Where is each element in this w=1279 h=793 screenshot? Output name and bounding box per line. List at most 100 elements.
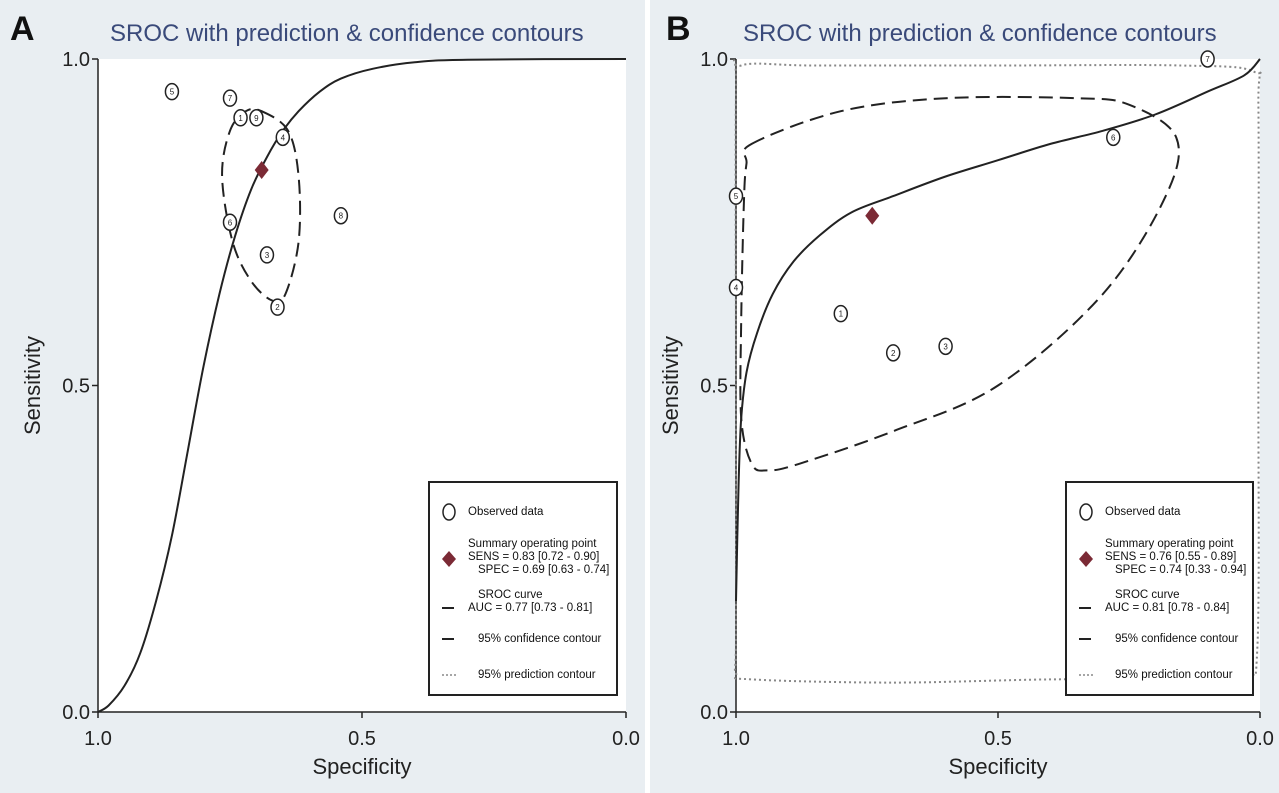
study-marker xyxy=(1200,50,1215,68)
legend-spec: SPEC = 0.69 [0.63 - 0.74] xyxy=(478,564,610,576)
y-tick-label: 0.0 xyxy=(700,702,728,724)
y-tick-label: 0.5 xyxy=(62,376,90,398)
study-marker xyxy=(1106,128,1121,147)
confidence-contour xyxy=(739,95,1180,472)
study-point: 6 xyxy=(1106,128,1121,147)
study-marker xyxy=(270,298,285,316)
x-tick-label: 0.5 xyxy=(984,728,1012,750)
study-point: 2 xyxy=(270,298,285,316)
summary-point xyxy=(254,161,269,180)
y-tick-label: 1.0 xyxy=(62,49,90,71)
study-marker xyxy=(259,246,275,264)
x-tick-label: 0.0 xyxy=(1246,728,1274,750)
legend-sroc-title: SROC curve xyxy=(1115,589,1180,601)
study-point: 1 xyxy=(233,109,248,127)
observed-icon xyxy=(442,503,456,521)
study-label: 1 xyxy=(238,114,243,123)
study-point: 4 xyxy=(728,278,744,297)
study-point: 6 xyxy=(222,213,238,231)
study-point: 4 xyxy=(275,128,291,147)
x-tick-label: 1.0 xyxy=(722,728,750,750)
study-marker xyxy=(222,89,238,107)
panel-letter: B xyxy=(666,10,691,48)
dotted-line-icon xyxy=(442,674,456,676)
study-label: 7 xyxy=(1205,55,1210,64)
study-point: 3 xyxy=(938,337,953,356)
study-label: 4 xyxy=(281,133,286,142)
study-label: 1 xyxy=(839,310,844,319)
study-label: 5 xyxy=(170,88,175,97)
study-marker xyxy=(164,82,180,101)
dotted-line-icon xyxy=(1079,674,1093,676)
study-point: 3 xyxy=(259,246,275,264)
x-tick-label: 0.0 xyxy=(612,728,640,750)
study-label: 3 xyxy=(265,251,270,260)
x-axis-label: Specificity xyxy=(948,754,1047,779)
study-marker xyxy=(233,109,248,127)
chart-a: 0.0 0.5 1.0 1.0 0.5 0.0 Specificity Sensitivity… xyxy=(20,49,640,779)
legend-summary-title: Summary operating point xyxy=(1105,538,1234,550)
study-label: 7 xyxy=(228,94,233,103)
study-marker xyxy=(833,304,849,323)
legend: Observed data Summary operating point SE… xyxy=(1065,481,1254,696)
sroc-curve xyxy=(735,58,1261,602)
y-axis-label: Sensitivity xyxy=(658,336,683,435)
legend-sens: SENS = 0.83 [0.72 - 0.90] xyxy=(468,551,600,563)
summary-point xyxy=(865,206,880,225)
observed-icon xyxy=(1079,503,1093,521)
study-marker xyxy=(333,206,349,225)
study-marker xyxy=(249,109,264,127)
study-label: 8 xyxy=(339,212,344,221)
study-marker xyxy=(728,278,744,297)
legend: Observed data Summary operating point SE… xyxy=(428,481,618,696)
study-point: 5 xyxy=(728,187,744,205)
panel-b: 0.0 0.5 1.0 1.0 0.5 0.0 Specificity Sensitivity… xyxy=(650,0,1279,793)
legend-confidence: 95% confidence contour xyxy=(478,633,602,645)
study-label: 6 xyxy=(1111,133,1116,142)
legend-spec: SPEC = 0.74 [0.33 - 0.94] xyxy=(1115,564,1247,576)
study-point: 9 xyxy=(249,109,264,127)
study-label: 2 xyxy=(275,303,280,312)
study-marker xyxy=(275,128,291,147)
y-tick-label: 1.0 xyxy=(700,49,728,71)
legend-confidence: 95% confidence contour xyxy=(1115,633,1239,645)
chart-title: SROC with prediction & confidence contou… xyxy=(110,20,584,47)
x-tick-label: 0.5 xyxy=(348,728,376,750)
study-label: 5 xyxy=(734,192,739,201)
legend-prediction: 95% prediction contour xyxy=(478,669,596,681)
diamond-icon xyxy=(442,551,456,567)
legend-observed: Observed data xyxy=(468,506,544,518)
study-label: 4 xyxy=(734,284,739,293)
y-tick-label: 0.5 xyxy=(700,376,728,398)
confidence-contour xyxy=(221,107,302,304)
legend-auc: AUC = 0.81 [0.78 - 0.84] xyxy=(1105,602,1230,614)
study-marker xyxy=(885,344,901,362)
study-point: 8 xyxy=(333,206,349,225)
panel-letter: A xyxy=(10,10,35,48)
study-marker xyxy=(222,213,238,231)
study-point: 2 xyxy=(885,344,901,362)
legend-summary-title: Summary operating point xyxy=(468,538,597,550)
panel-a: 0.0 0.5 1.0 1.0 0.5 0.0 Specificity Sensitivity… xyxy=(0,0,645,793)
legend-auc: AUC = 0.77 [0.73 - 0.81] xyxy=(468,602,593,614)
study-marker xyxy=(728,187,744,205)
x-axis-label: Specificity xyxy=(312,754,411,779)
study-point: 1 xyxy=(833,304,849,323)
diamond-icon xyxy=(1079,551,1093,567)
legend-sroc-title: SROC curve xyxy=(478,589,543,601)
legend-prediction: 95% prediction contour xyxy=(1115,669,1233,681)
sroc-curve xyxy=(97,58,627,713)
study-label: 3 xyxy=(943,342,948,351)
study-point: 7 xyxy=(222,89,238,107)
y-tick-label: 0.0 xyxy=(62,702,90,724)
x-tick-label: 1.0 xyxy=(84,728,112,750)
sroc-line-icon xyxy=(442,607,454,609)
chart-title: SROC with prediction & confidence contou… xyxy=(743,20,1217,47)
study-point: 7 xyxy=(1200,50,1215,68)
study-point: 5 xyxy=(164,82,180,101)
legend-sens: SENS = 0.76 [0.55 - 0.89] xyxy=(1105,551,1237,563)
sroc-line-icon xyxy=(1079,607,1091,609)
y-axis-label: Sensitivity xyxy=(20,336,45,435)
study-marker xyxy=(938,337,953,356)
legend-observed: Observed data xyxy=(1105,506,1181,518)
